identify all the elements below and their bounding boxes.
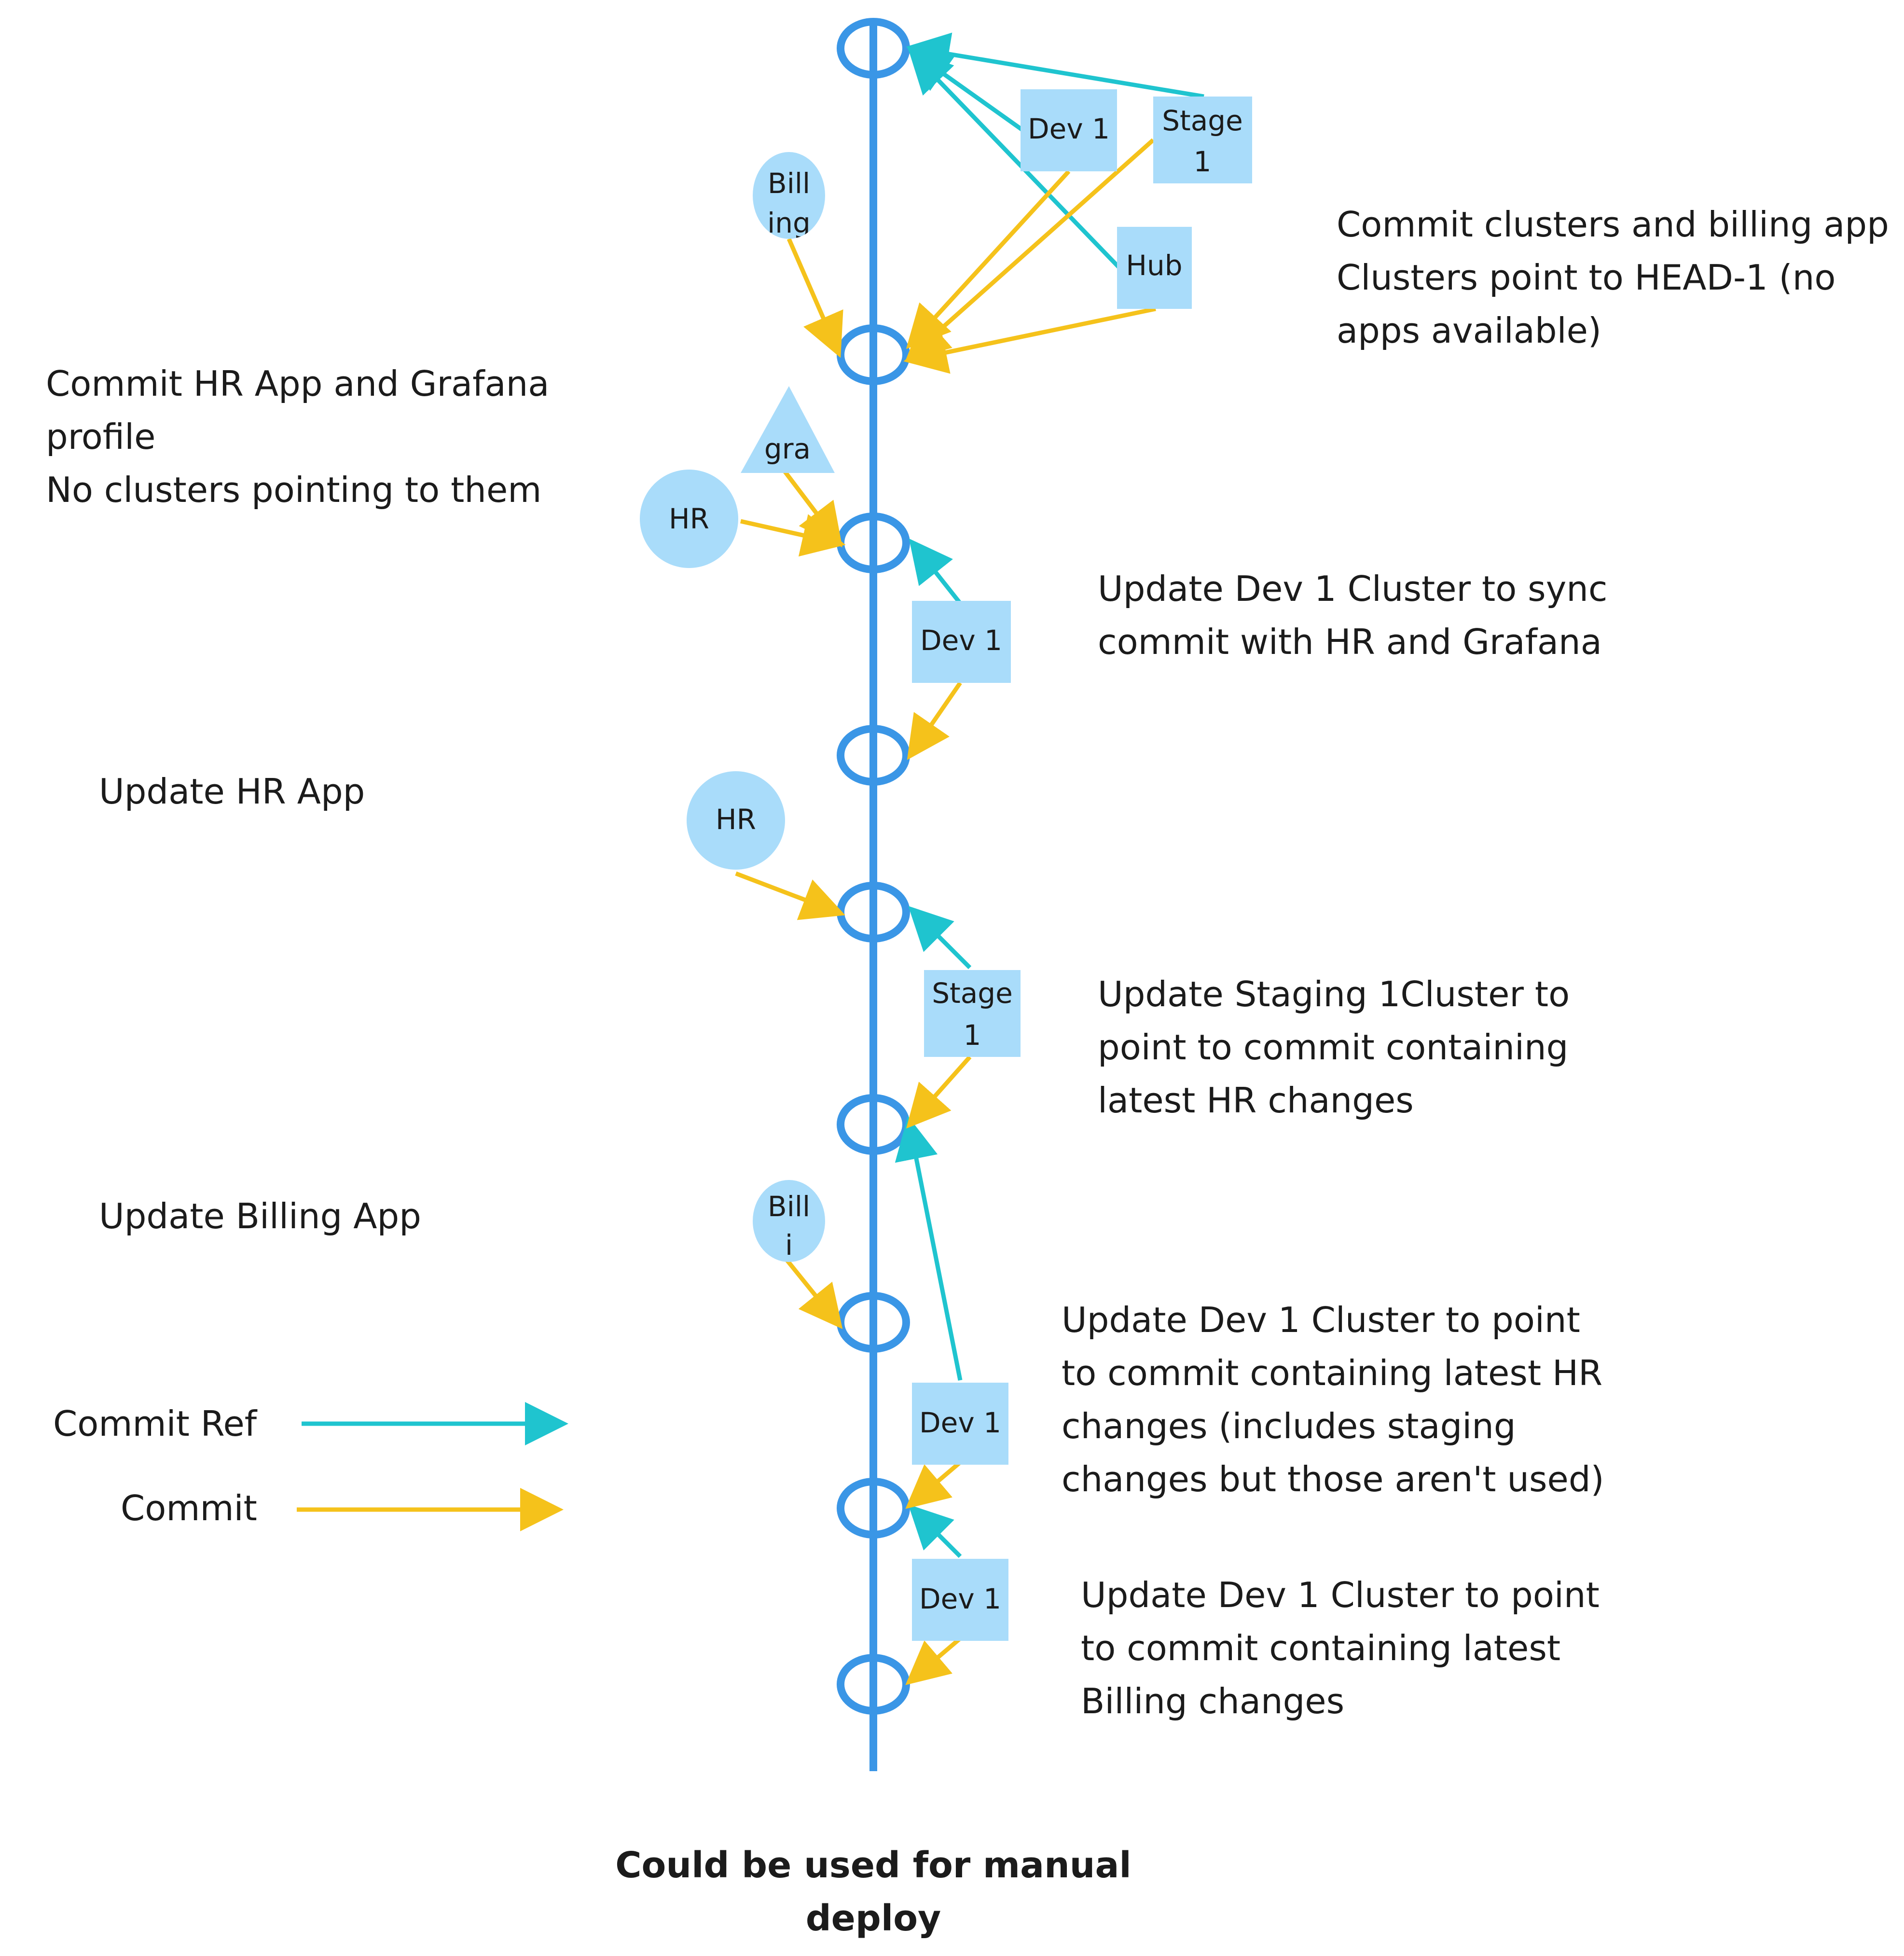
app-node-hr-1	[640, 470, 738, 568]
commit-arrow	[905, 138, 1155, 361]
commit-arrow	[785, 1258, 843, 1330]
commit-ref-arrows	[895, 32, 1204, 1558]
footer: Could be used for manual deploy	[615, 1845, 1131, 1939]
commit-ref-arrow	[908, 1504, 962, 1558]
commit-arrows	[735, 138, 1156, 1685]
note-update-dev1-hr-line2: to commit containing latest HR	[1062, 1353, 1602, 1393]
footer-line2: deploy	[806, 1898, 941, 1939]
note-update-dev1-hr-line4: changes but those aren't used)	[1062, 1459, 1604, 1499]
cluster-node-dev1-top	[1021, 89, 1117, 171]
profile-node-gra	[741, 386, 835, 473]
note-update-dev1-billing-line3: Billing changes	[1081, 1681, 1344, 1721]
billing-top-clip: Bill ing	[767, 167, 811, 239]
commit-circle-4	[837, 725, 910, 786]
commit-ref-arrow	[908, 906, 972, 970]
note-commit-clusters-line3: apps available)	[1337, 310, 1601, 351]
billing-2-label-line2: i	[785, 1229, 793, 1262]
stage1-b-label-line2: 1	[964, 1019, 981, 1052]
commit-arrow	[906, 1055, 972, 1129]
note-commit-hr-grafana-line2: profile	[46, 416, 155, 457]
billing-2-label-line1: Bill	[768, 1190, 810, 1223]
note-update-staging-line2: point to commit containing	[1098, 1027, 1568, 1068]
note-commit-clusters-line1: Commit clusters and billing app	[1337, 204, 1889, 245]
app-node-billing-top	[753, 152, 825, 239]
node-labels: Dev 1 Stage 1 Hub Bill ing gra HR Dev 1 …	[669, 104, 1243, 1615]
dev1-c-label: Dev 1	[919, 1406, 1001, 1439]
legend-commit-ref-label: Commit Ref	[53, 1403, 258, 1444]
note-update-dev1-hr-line3: changes (includes staging	[1062, 1406, 1516, 1446]
commit-arrow	[905, 1637, 962, 1685]
hub-label: Hub	[1126, 249, 1182, 282]
note-update-hr-app: Update HR App	[99, 771, 365, 812]
hr-1-label: HR	[669, 502, 709, 535]
note-commit-hr-grafana-line3: No clusters pointing to them	[46, 470, 541, 510]
commit-arrow	[740, 514, 846, 557]
gra-label: gra	[764, 432, 811, 465]
legend-commit-label: Commit	[121, 1488, 257, 1528]
stage1-top-label-line1: Stage	[1162, 104, 1243, 137]
commit-arrow	[735, 871, 845, 920]
dev1-top-label: Dev 1	[1028, 112, 1110, 145]
cluster-node-dev1-c	[912, 1383, 1008, 1465]
commit-arrow	[906, 169, 1071, 349]
note-update-dev1-sync-line1: Update Dev 1 Cluster to sync	[1098, 569, 1608, 609]
billing-2-clip: Bill i	[768, 1190, 810, 1262]
hr-2-label: HR	[716, 803, 756, 836]
app-node-billing-2	[753, 1180, 825, 1262]
note-commit-clusters-line2: Clusters point to HEAD-1 (no	[1337, 257, 1835, 298]
commit-arrow	[782, 469, 842, 548]
commit-arrow	[786, 238, 843, 358]
commit-circles	[837, 18, 910, 1715]
cluster-node-stage1-b	[924, 970, 1021, 1057]
dev1-d-label: Dev 1	[919, 1582, 1001, 1615]
stage1-b-label-line1: Stage	[932, 977, 1013, 1010]
commit-ref-arrow	[906, 32, 1204, 99]
commit-arrow	[907, 681, 962, 760]
commit-ref-arrow	[909, 538, 962, 605]
dev1-b-label: Dev 1	[920, 624, 1002, 657]
nodes	[640, 89, 1252, 1641]
cluster-node-stage1-top	[1153, 97, 1252, 183]
footer-line1: Could be used for manual	[615, 1845, 1131, 1886]
note-update-staging-line3: latest HR changes	[1098, 1080, 1414, 1121]
note-update-dev1-hr-line1: Update Dev 1 Cluster to point	[1062, 1300, 1580, 1340]
annotations: Commit clusters and billing app Clusters…	[46, 204, 1889, 1721]
cluster-node-dev1-b	[912, 601, 1011, 683]
note-update-billing-app: Update Billing App	[99, 1196, 421, 1236]
commit-arrow	[903, 306, 1156, 374]
note-update-dev1-billing-line2: to commit containing latest	[1081, 1628, 1560, 1668]
note-update-staging-line1: Update Staging 1Cluster to	[1098, 974, 1570, 1014]
cluster-node-dev1-d	[912, 1559, 1008, 1641]
legend: Commit Ref Commit	[53, 1402, 568, 1531]
cluster-node-hub	[1117, 227, 1192, 309]
commit-ref-arrow	[908, 49, 1121, 270]
note-update-dev1-billing-line1: Update Dev 1 Cluster to point	[1081, 1575, 1600, 1615]
note-update-dev1-sync-line2: commit with HR and Grafana	[1098, 622, 1602, 662]
note-commit-hr-grafana-line1: Commit HR App and Grafana	[46, 363, 549, 404]
app-node-hr-2	[687, 771, 785, 870]
billing-top-label-line2: ing	[767, 207, 811, 239]
commit-ref-arrow	[895, 1116, 963, 1381]
billing-top-label-line1: Bill	[768, 167, 810, 200]
commit-arrow	[905, 1460, 962, 1509]
stage1-top-label-line2: 1	[1194, 145, 1212, 178]
